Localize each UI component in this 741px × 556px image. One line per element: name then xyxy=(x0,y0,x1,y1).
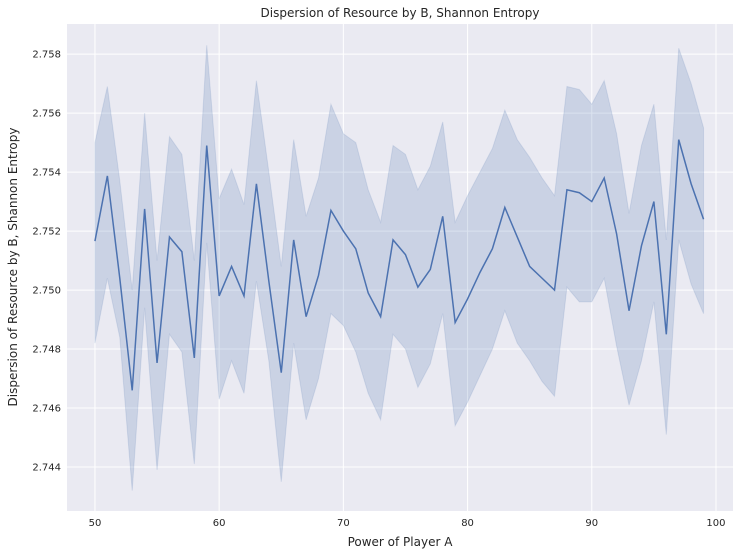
x-tick-label: 100 xyxy=(706,518,725,529)
y-axis-label: Dispersion of Resource by B, Shannon Ent… xyxy=(6,128,20,407)
y-tick-label: 2.744 xyxy=(32,463,61,474)
x-tick-label: 80 xyxy=(461,518,474,529)
x-axis-label: Power of Player A xyxy=(348,535,454,549)
chart-title: Dispersion of Resource by B, Shannon Ent… xyxy=(261,6,540,20)
y-tick-label: 2.758 xyxy=(32,50,61,61)
x-tick-label: 50 xyxy=(89,518,102,529)
confidence-band xyxy=(94,45,705,491)
y-tick-label: 2.746 xyxy=(32,404,61,415)
x-tick-label: 70 xyxy=(337,518,350,529)
y-tick-label: 2.748 xyxy=(32,345,61,356)
y-tick-label: 2.752 xyxy=(32,227,61,238)
y-tick-labels: 2.744 2.746 2.748 2.750 2.752 2.754 2.756 2.758 xyxy=(32,50,61,474)
mean-line xyxy=(94,139,705,391)
x-tick-label: 90 xyxy=(585,518,598,529)
y-tick-label: 2.756 xyxy=(32,109,61,120)
x-tick-label: 60 xyxy=(213,518,226,529)
y-tick-label: 2.750 xyxy=(32,286,61,297)
x-tick-labels: 50 60 70 80 90 100 xyxy=(89,518,726,529)
y-tick-label: 2.754 xyxy=(32,168,61,179)
grid xyxy=(67,24,733,511)
